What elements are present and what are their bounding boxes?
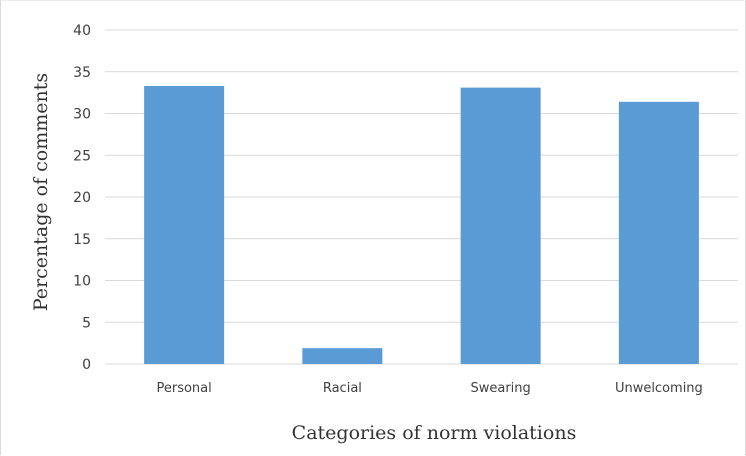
x-tick-label-racial: Racial: [323, 381, 362, 396]
x-axis-title: Categories of norm violations: [292, 422, 577, 444]
x-tick-label-swearing: Swearing: [470, 381, 530, 396]
y-tick-label: 10: [73, 274, 91, 290]
y-tick-label: 15: [73, 232, 91, 248]
y-tick-label: 35: [73, 65, 91, 81]
bar-racial: [302, 348, 383, 364]
y-tick-label: 25: [73, 148, 91, 164]
bar-swearing: [460, 87, 541, 365]
y-tick-label: 20: [73, 190, 91, 206]
bar-personal: [144, 85, 225, 364]
x-tick-label-personal: Personal: [156, 381, 211, 396]
x-tick-label-unwelcoming: Unwelcoming: [615, 381, 703, 396]
y-axis-ticks: 0 5 10 15 20 25 30 35 40: [73, 23, 91, 373]
bar-unwelcoming: [618, 101, 699, 364]
bars: [144, 85, 699, 365]
y-tick-label: 0: [82, 357, 91, 373]
y-tick-label: 5: [82, 315, 91, 331]
x-axis-labels: Personal Racial Swearing Unwelcoming: [156, 381, 702, 396]
y-tick-label: 30: [73, 107, 91, 123]
y-axis-title: Percentage of comments: [30, 73, 52, 311]
y-tick-label: 40: [73, 23, 91, 39]
